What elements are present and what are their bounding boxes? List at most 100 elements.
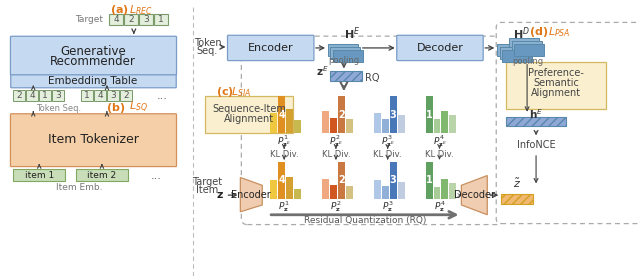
Text: 1: 1 xyxy=(426,175,433,185)
Bar xyxy=(330,118,337,133)
Bar xyxy=(286,177,293,199)
Text: $\mathbf{H}^D$: $\mathbf{H}^D$ xyxy=(513,25,530,42)
Bar xyxy=(270,180,277,199)
Text: Embedding Table: Embedding Table xyxy=(49,76,138,86)
Text: Sequence-Item: Sequence-Item xyxy=(212,104,286,114)
Bar xyxy=(442,179,449,199)
Text: $P^2_{\mathbf{z}^E}$: $P^2_{\mathbf{z}^E}$ xyxy=(329,133,343,149)
Text: KL Div.: KL Div. xyxy=(270,150,298,159)
Text: $P^4_{\mathbf{z}^E}$: $P^4_{\mathbf{z}^E}$ xyxy=(433,133,447,149)
Text: 2: 2 xyxy=(338,175,345,185)
Bar xyxy=(333,50,363,62)
Bar xyxy=(322,111,329,133)
Bar xyxy=(270,113,277,133)
Text: pooling: pooling xyxy=(513,57,543,66)
Text: 1: 1 xyxy=(426,110,433,120)
Bar xyxy=(278,96,285,133)
Bar xyxy=(52,90,64,101)
Text: item 1: item 1 xyxy=(24,171,54,179)
Text: 2: 2 xyxy=(123,91,129,100)
Text: InfoNCE: InfoNCE xyxy=(516,140,556,150)
Bar xyxy=(390,162,397,199)
Bar xyxy=(294,189,301,199)
Text: $L_{REC}$: $L_{REC}$ xyxy=(129,3,153,17)
Text: pooling: pooling xyxy=(328,56,360,65)
Text: RQ: RQ xyxy=(365,73,379,83)
Text: Alignment: Alignment xyxy=(224,114,275,124)
Bar xyxy=(107,90,119,101)
Bar xyxy=(76,169,128,181)
Text: 3: 3 xyxy=(143,15,148,24)
Polygon shape xyxy=(241,178,262,212)
FancyBboxPatch shape xyxy=(227,35,314,61)
Text: 3: 3 xyxy=(390,175,397,185)
Text: Seq.: Seq. xyxy=(197,46,218,56)
Bar xyxy=(330,47,360,59)
Text: $\mathbf{z}$: $\mathbf{z}$ xyxy=(216,190,225,200)
Text: $L_{SQ}$: $L_{SQ}$ xyxy=(129,100,148,115)
Bar xyxy=(433,119,440,133)
Text: Encoder: Encoder xyxy=(248,43,294,53)
Text: 2: 2 xyxy=(17,91,22,100)
Text: $\tilde{z}$: $\tilde{z}$ xyxy=(513,177,521,190)
Bar xyxy=(94,90,106,101)
Bar xyxy=(322,179,329,199)
Text: $\mathbf{H}^E$: $\mathbf{H}^E$ xyxy=(344,25,360,42)
Text: $\bf{(d)}$: $\bf{(d)}$ xyxy=(529,25,548,39)
Text: $\bf{(b)}$: $\bf{(b)}$ xyxy=(106,101,125,115)
Polygon shape xyxy=(461,176,487,215)
Bar xyxy=(397,182,404,199)
Text: 4: 4 xyxy=(97,91,103,100)
Bar xyxy=(506,117,566,126)
Bar xyxy=(330,185,337,199)
Text: $P^3_{\mathbf{z}}$: $P^3_{\mathbf{z}}$ xyxy=(382,199,394,214)
Text: $P^1_{\mathbf{z}}$: $P^1_{\mathbf{z}}$ xyxy=(278,199,290,214)
Text: $\mathbf{z}^E$: $\mathbf{z}^E$ xyxy=(316,65,328,78)
Bar xyxy=(497,44,527,56)
Bar xyxy=(294,120,301,133)
Text: Semantic: Semantic xyxy=(533,78,579,88)
Bar xyxy=(449,116,456,133)
Text: Decoder: Decoder xyxy=(417,43,463,53)
Text: KL Div.: KL Div. xyxy=(425,150,454,159)
Bar xyxy=(39,90,51,101)
Bar xyxy=(433,187,440,199)
FancyBboxPatch shape xyxy=(10,36,177,75)
Text: Token: Token xyxy=(194,38,221,48)
FancyBboxPatch shape xyxy=(241,36,502,225)
Bar xyxy=(514,44,544,56)
FancyBboxPatch shape xyxy=(11,75,176,88)
Bar xyxy=(120,90,132,101)
Bar xyxy=(139,14,153,25)
Text: 4: 4 xyxy=(278,175,285,185)
FancyBboxPatch shape xyxy=(10,114,177,166)
Text: Alignment: Alignment xyxy=(531,88,581,98)
Text: 3: 3 xyxy=(55,91,61,100)
Text: Recommender: Recommender xyxy=(50,55,136,68)
Bar xyxy=(328,44,358,56)
Text: 3: 3 xyxy=(390,110,397,120)
Text: Token Seq.: Token Seq. xyxy=(36,104,81,113)
Bar xyxy=(397,115,404,133)
Text: 1: 1 xyxy=(42,91,48,100)
Text: $L_{SIA}$: $L_{SIA}$ xyxy=(231,85,252,99)
Text: $\bf{(c)}$: $\bf{(c)}$ xyxy=(216,85,234,99)
Text: 3: 3 xyxy=(110,91,116,100)
Bar xyxy=(390,96,397,133)
Text: item 2: item 2 xyxy=(88,171,116,179)
Bar xyxy=(109,14,123,25)
Bar xyxy=(426,96,433,133)
Text: Preference-: Preference- xyxy=(528,68,584,78)
Text: 4: 4 xyxy=(278,110,285,120)
Bar xyxy=(346,119,353,133)
Text: 4: 4 xyxy=(113,15,118,24)
Text: ...: ... xyxy=(157,91,168,101)
Bar xyxy=(338,162,345,199)
Text: KL Div.: KL Div. xyxy=(322,150,350,159)
Bar xyxy=(449,183,456,199)
Text: KL Div.: KL Div. xyxy=(373,150,402,159)
Bar xyxy=(13,169,65,181)
Bar xyxy=(13,90,26,101)
Text: Item: Item xyxy=(196,185,219,195)
FancyBboxPatch shape xyxy=(496,22,640,224)
